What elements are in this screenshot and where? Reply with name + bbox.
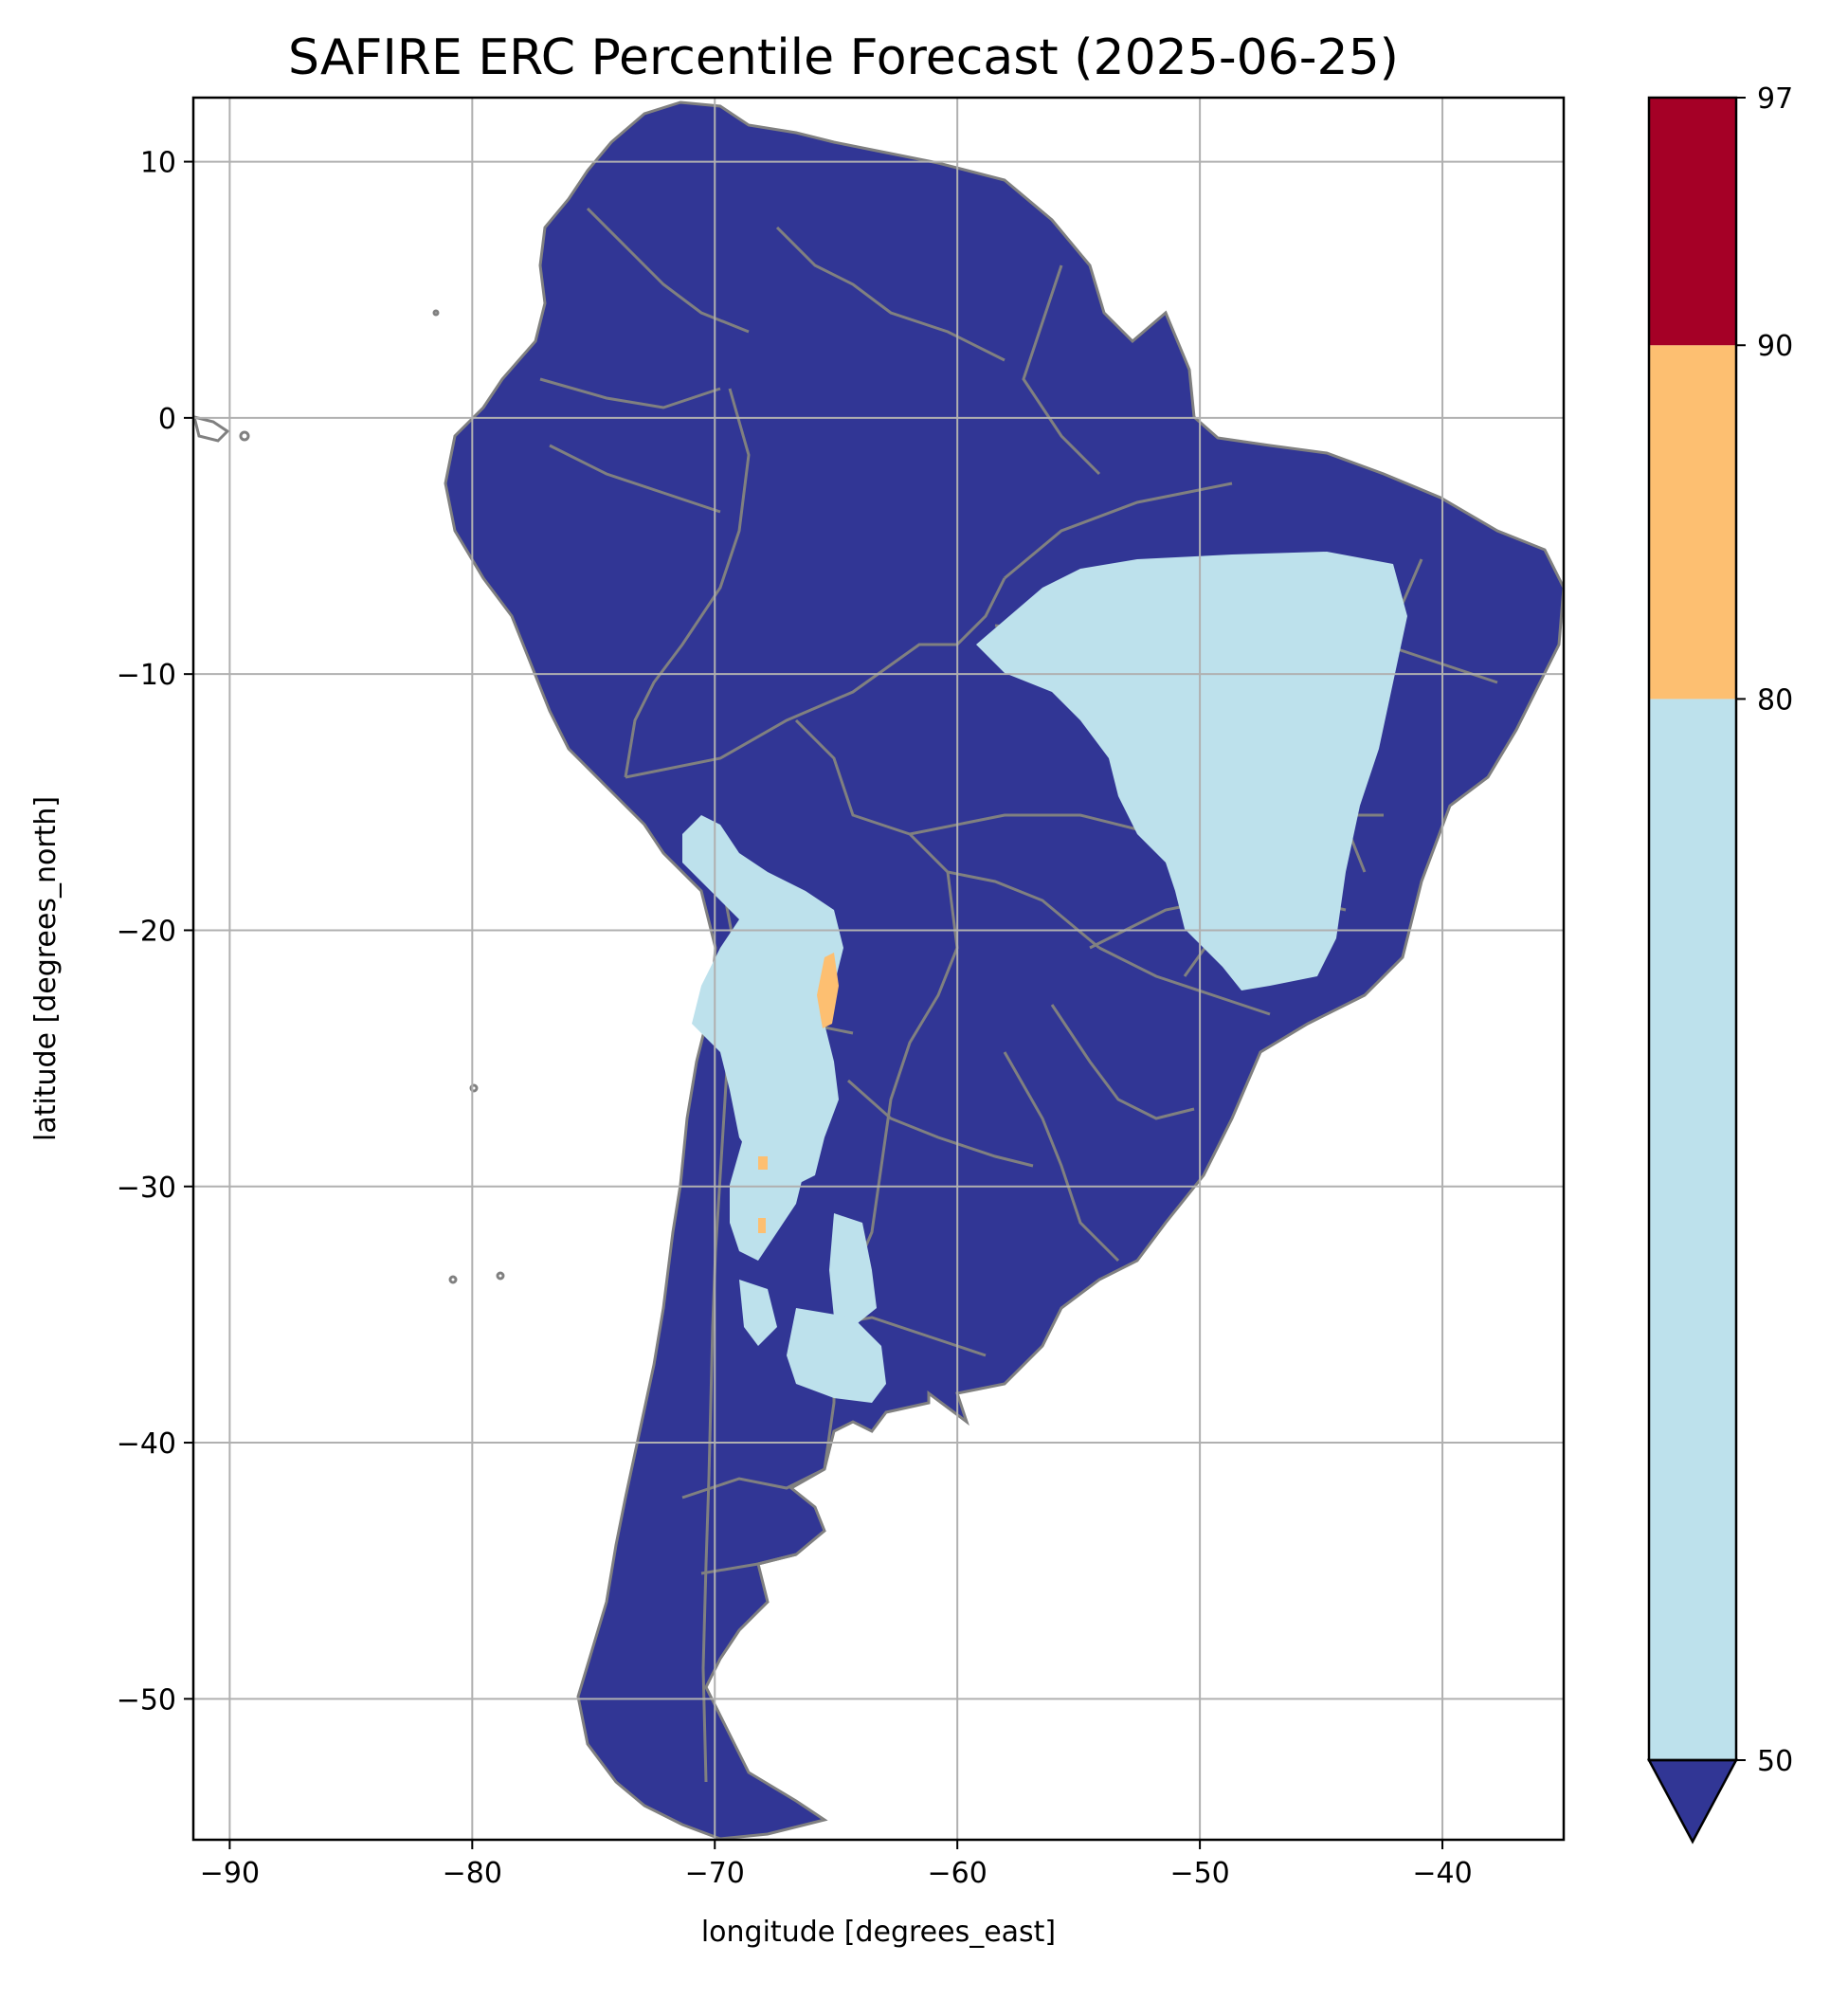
x-tick-label: −90 bbox=[200, 1857, 260, 1890]
colorbar-tick-label: 90 bbox=[1757, 330, 1793, 363]
x-tick-label: −60 bbox=[928, 1857, 987, 1890]
islands bbox=[193, 309, 505, 1284]
x-tick-label: −70 bbox=[685, 1857, 745, 1890]
colorbar-tick-label: 80 bbox=[1757, 683, 1793, 717]
y-tick-label: −50 bbox=[117, 1683, 176, 1717]
colorbar-tick-label: 50 bbox=[1757, 1745, 1793, 1778]
south-america-land bbox=[444, 100, 1564, 1840]
y-axis-label: latitude [degrees_north] bbox=[29, 796, 63, 1141]
y-tick-label: −40 bbox=[117, 1427, 176, 1461]
x-axis-label: longitude [degrees_east] bbox=[701, 1916, 1056, 1949]
x-tick-label: −40 bbox=[1412, 1857, 1472, 1890]
chart-title: SAFIRE ERC Percentile Forecast (2025-06-… bbox=[288, 29, 1399, 86]
colorbar-segment bbox=[1649, 699, 1736, 1760]
y-tick-label: −20 bbox=[117, 915, 176, 948]
y-axis-ticks: 10 0 −10 −20 −30 −40 −50 bbox=[117, 147, 193, 1717]
y-tick-label: −30 bbox=[117, 1172, 176, 1205]
colorbar-tick-label: 97 bbox=[1757, 82, 1793, 116]
colorbar: 50 80 90 97 bbox=[1646, 82, 1793, 1845]
x-tick-label: −50 bbox=[1169, 1857, 1229, 1890]
colorbar-segment bbox=[1649, 345, 1736, 700]
y-tick-label: 0 bbox=[158, 403, 176, 436]
percentile-80-90-regions bbox=[758, 953, 839, 1233]
gridlines bbox=[193, 98, 1564, 1840]
y-tick-label: −10 bbox=[117, 659, 176, 692]
colorbar-segment bbox=[1649, 98, 1736, 346]
plot-frame bbox=[191, 96, 1566, 1842]
colorbar-extend-min bbox=[1646, 1758, 1739, 1845]
colorbar-frame bbox=[1647, 96, 1738, 1762]
x-tick-label: −80 bbox=[443, 1857, 502, 1890]
map-panel: −90 −80 −70 −60 −50 −40 10 0 −10 −20 −30 −40 −50 lo… bbox=[29, 96, 1566, 1949]
x-axis-ticks: −90 −80 −70 −60 −50 −40 bbox=[200, 1840, 1473, 1890]
percentile-50-80-regions bbox=[682, 552, 1407, 1403]
y-tick-label: 10 bbox=[140, 147, 176, 180]
